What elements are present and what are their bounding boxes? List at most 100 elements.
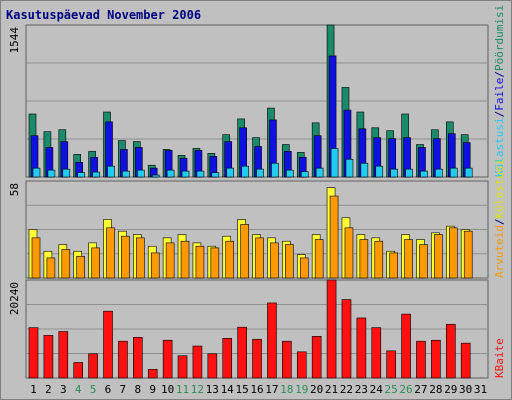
visits-bar-2 (374, 240, 384, 279)
x-tick-label: 12 (191, 383, 204, 396)
visits-bar-2 (106, 227, 115, 279)
visits-bar (390, 168, 398, 178)
x-tick-label: 9 (149, 383, 156, 396)
legend-visits-2: Külastusi (493, 158, 506, 219)
visits-bar-2 (255, 237, 264, 279)
kbytes-bar (282, 340, 292, 379)
visits-bar-2 (389, 252, 398, 279)
x-tick-label: 31 (474, 383, 487, 396)
kbytes-bar (416, 340, 426, 379)
legend-middle: Arvuteid/Külastusi (493, 159, 506, 278)
visits-bar-2 (31, 237, 41, 279)
visits-bar-2 (91, 247, 100, 279)
x-tick-label: 3 (60, 383, 67, 396)
visits-bar (464, 167, 473, 178)
chart-title: Kasutuspäevad November 2006 (6, 8, 202, 22)
visits-bar (77, 172, 86, 178)
x-tick-label: 8 (134, 383, 141, 396)
visits-bar (166, 169, 175, 178)
x-tick-label: 24 (370, 383, 384, 396)
visits-bar-2 (299, 257, 309, 279)
kbytes-bar (386, 350, 396, 379)
x-tick-label: 20 (310, 383, 323, 396)
visits-bar-2 (434, 234, 443, 279)
kbytes-bar (43, 335, 54, 379)
kbytes-bar (460, 342, 471, 379)
visits-bar (92, 171, 100, 178)
visits-bar (241, 165, 249, 178)
visits-bar-2 (448, 227, 458, 279)
kbytes-bar (237, 326, 247, 379)
visits-bar-2 (195, 245, 205, 279)
kbytes-bar (401, 313, 411, 379)
kbytes-bar (311, 336, 322, 379)
visits-bar (151, 174, 160, 178)
kbytes-bar (118, 340, 128, 379)
x-tick-label: 13 (206, 383, 219, 396)
kbytes-bar (356, 317, 367, 379)
x-tick-label: 30 (459, 383, 472, 396)
visits-bar (420, 170, 428, 178)
kbytes-bar (207, 353, 218, 379)
visits-bar-2 (210, 247, 220, 279)
x-tick-label: 26 (399, 383, 412, 396)
y-max-label-2: 58 (8, 183, 21, 196)
kbytes-bar (222, 337, 233, 379)
kbytes-bar (147, 368, 158, 379)
kbytes-bar (431, 339, 441, 379)
visits-bar-2 (136, 237, 145, 279)
kbytes-bar (28, 327, 39, 379)
legend-bottom: KBaite (493, 338, 506, 378)
visits-bar (315, 167, 324, 178)
visits-bar-2 (76, 255, 86, 279)
x-tick-label: 6 (105, 383, 112, 396)
legend-pages: Pöördumisi (493, 4, 506, 72)
kbytes-bar (133, 337, 143, 379)
visits-bar (196, 170, 205, 178)
legend-files: Faile (493, 77, 506, 111)
x-tick-label: 23 (355, 383, 368, 396)
y-max-label-1: 1544 (8, 27, 21, 54)
kbytes-bar (88, 353, 98, 379)
visits-bar-2 (419, 244, 428, 279)
visits-bar-2 (404, 239, 413, 279)
x-tick-label: 10 (161, 383, 174, 396)
x-tick-label: 25 (385, 383, 398, 396)
x-tick-label: 5 (90, 383, 97, 396)
visits-bar-2 (240, 224, 249, 279)
legend-sep: / (493, 71, 506, 78)
x-tick-label: 11 (176, 383, 189, 396)
visits-bar-2 (225, 240, 235, 279)
x-tick-label: 18 (280, 383, 293, 396)
kbytes-bar (192, 345, 203, 379)
x-tick-label: 22 (340, 383, 353, 396)
visits-bar (47, 169, 56, 178)
kbytes-bar (341, 299, 352, 379)
x-tick-label: 21 (325, 383, 338, 396)
visits-bar-2 (165, 242, 175, 279)
kbytes-bar (162, 339, 173, 379)
kbytes-bar (103, 310, 113, 379)
visits-bar-2 (344, 227, 354, 279)
x-tick-label: 7 (120, 383, 127, 396)
visits-bar-2 (180, 240, 190, 279)
x-tick-label: 15 (235, 383, 248, 396)
visits-bar (330, 148, 339, 178)
visits-bar (62, 168, 71, 178)
visits-bar-2 (329, 195, 339, 279)
visits-bar (449, 167, 458, 178)
visits-bar (107, 165, 115, 178)
kbytes-bar (326, 279, 337, 379)
visits-bar (32, 167, 41, 178)
kbytes-bar (177, 355, 188, 379)
x-tick-label: 16 (250, 383, 263, 396)
visits-bar (435, 168, 443, 178)
visits-bar (405, 168, 413, 178)
visits-bar (181, 170, 190, 178)
kbytes-bar (296, 351, 307, 379)
kbytes-bar (371, 327, 382, 379)
legend-hosts: Arvuteid (493, 225, 506, 278)
visits-bar-2 (61, 249, 71, 279)
visits-bar (360, 162, 369, 178)
x-tick-label: 27 (414, 383, 427, 396)
